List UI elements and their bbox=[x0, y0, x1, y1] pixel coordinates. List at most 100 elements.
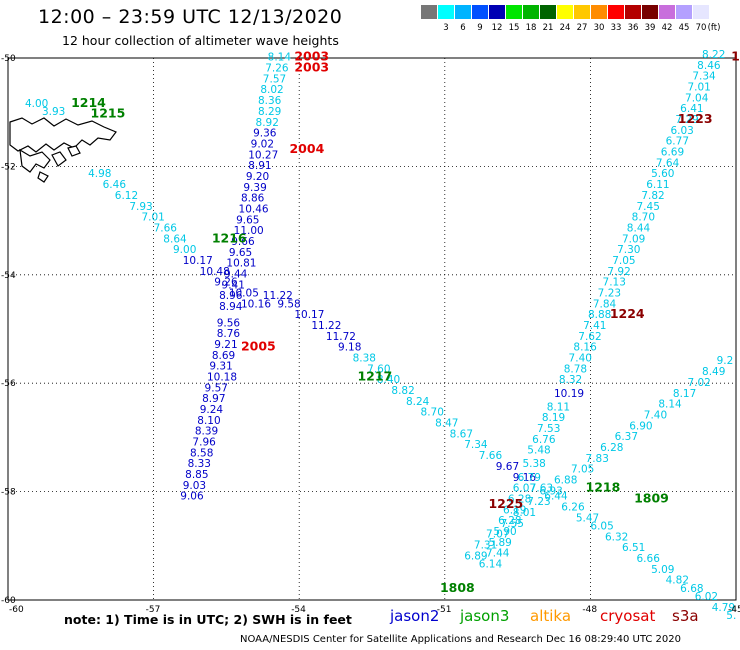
axis-ticks: -50 -52 -54 -56 -58 -60 -57 -54 -51 -48 -45 -60 bbox=[1, 54, 740, 615]
wave-height-value: 4.00 bbox=[25, 98, 48, 110]
color-scale-label: 70 bbox=[695, 23, 707, 33]
pass-time-label: 1225 bbox=[488, 496, 523, 511]
color-scale-label: 9 bbox=[477, 23, 483, 33]
wave-height-value: 8.58 bbox=[190, 447, 213, 459]
wave-height-value: 6.28 bbox=[600, 442, 623, 454]
wave-height-value: 8.94 bbox=[219, 301, 243, 313]
pass-time-label: 1217 bbox=[357, 368, 392, 383]
wave-height-value: 3.93 bbox=[42, 106, 65, 118]
wave-height-value: 9.65 bbox=[236, 214, 259, 226]
lon-tick-label: -45 bbox=[728, 605, 740, 615]
island-shape bbox=[9, 117, 117, 153]
color-scale-swatch bbox=[574, 5, 590, 19]
wave-height-value: 8.86 bbox=[241, 193, 265, 205]
wave-height-value: 6.88 bbox=[554, 474, 577, 486]
lon-tick-label: -54 bbox=[291, 605, 306, 615]
wave-height-value: 11.22 bbox=[311, 320, 341, 332]
wave-height-value: 5.89 bbox=[488, 537, 511, 549]
wave-height-value: 7.01 bbox=[141, 212, 164, 224]
wave-height-value: 7.40 bbox=[644, 409, 667, 421]
lon-tick-label: -48 bbox=[582, 605, 597, 615]
wave-height-value: 7.34 bbox=[692, 71, 716, 83]
wave-height-value: 8.82 bbox=[391, 385, 414, 397]
pass-time-label: 12 bbox=[731, 49, 740, 64]
wave-height-value: 8.91 bbox=[248, 160, 271, 172]
wave-height-value: 9.24 bbox=[200, 404, 224, 416]
wave-height-value: 6.03 bbox=[670, 125, 693, 137]
falkland-islands-coastline bbox=[9, 117, 117, 183]
wave-height-value: 8.22 bbox=[702, 49, 725, 61]
wave-height-value: 7.45 bbox=[637, 201, 660, 213]
wave-height-value: 6.90 bbox=[629, 420, 652, 432]
wave-height-value: 10.18 bbox=[207, 371, 237, 383]
wave-height-value: 6.07 bbox=[513, 483, 536, 495]
color-scale-label: 42 bbox=[661, 23, 673, 33]
wave-height-value: 7.41 bbox=[583, 320, 606, 332]
wave-height-value: 9.44 bbox=[224, 269, 248, 281]
wave-height-value: 6.79 bbox=[518, 472, 541, 484]
wave-height-value: 8.14 bbox=[658, 399, 682, 411]
wave-height-value: 8.70 bbox=[421, 407, 444, 419]
wave-height-value: 9.67 bbox=[496, 461, 519, 473]
color-scale-swatch bbox=[659, 5, 675, 19]
color-scale-label: 33 bbox=[610, 23, 622, 33]
color-scale-swatch bbox=[421, 5, 437, 19]
wave-height-value: 8.38 bbox=[353, 353, 376, 365]
pass-time-label: 1223 bbox=[678, 111, 713, 126]
color-scale-swatch bbox=[523, 5, 539, 19]
wave-height-value: 7.07 bbox=[486, 529, 509, 541]
wave-height-value: 10.17 bbox=[183, 255, 213, 267]
wave-height-value: 5. bbox=[726, 610, 736, 622]
color-scale-label: 36 bbox=[627, 23, 639, 33]
wave-height-value: 8.14 bbox=[268, 52, 292, 64]
wave-height-value: 10.27 bbox=[248, 149, 278, 161]
wave-height-value: 4.98 bbox=[88, 168, 111, 180]
wave-height-value: 6.32 bbox=[605, 531, 628, 543]
wave-height-value: 11.72 bbox=[326, 331, 356, 343]
wave-height-value: 8.92 bbox=[256, 117, 279, 129]
lat-tick-label: -58 bbox=[1, 488, 16, 498]
wave-height-value: 7.23 bbox=[598, 287, 621, 299]
color-scale-label: 3 bbox=[443, 23, 449, 33]
wave-height-value: 6.93 bbox=[539, 485, 562, 497]
satellite-legend-item: altika bbox=[530, 607, 572, 625]
wave-height-value: 9.06 bbox=[180, 491, 204, 503]
wave-height-value: 7.96 bbox=[192, 437, 216, 449]
color-scale-swatch bbox=[625, 5, 641, 19]
wave-height-value: 7.60 bbox=[367, 363, 390, 375]
wave-height-value: 8.97 bbox=[202, 393, 225, 405]
island-shape bbox=[67, 145, 81, 157]
wave-height-value: 7.57 bbox=[263, 73, 286, 85]
wave-height-value: 7.93 bbox=[129, 201, 152, 213]
wave-height-value: 7.29 bbox=[675, 114, 698, 126]
wave-height-value: 10.16 bbox=[241, 298, 271, 310]
map-footer: NOAA/NESDIS Center for Satellite Applica… bbox=[240, 634, 682, 645]
wave-height-value: 7.44 bbox=[486, 548, 510, 560]
wave-height-value: 4.79 bbox=[712, 602, 735, 614]
color-scale-label: 30 bbox=[593, 23, 605, 33]
wave-height-value: 9.39 bbox=[243, 182, 266, 194]
wave-height-value: 7.84 bbox=[593, 298, 617, 310]
wave-height-value: 8.02 bbox=[260, 84, 283, 96]
wave-height-value: 9.41 bbox=[222, 279, 245, 291]
wave-height-value: 6.02 bbox=[695, 591, 718, 603]
pass-time-label: 1218 bbox=[586, 480, 621, 495]
island-shape bbox=[19, 148, 51, 173]
pass-time-label: 1214 bbox=[71, 95, 106, 110]
wave-height-value: 4.82 bbox=[666, 575, 689, 587]
wave-height-value: 8.33 bbox=[188, 458, 211, 470]
corner-tick-label: -60 bbox=[9, 605, 24, 615]
wave-height-value: 7.40 bbox=[569, 353, 592, 365]
pass-time-label: 1216 bbox=[212, 230, 247, 245]
wave-height-value: 8.67 bbox=[450, 428, 473, 440]
color-scale-label: 12 bbox=[491, 23, 503, 33]
lat-tick-label: -54 bbox=[1, 271, 16, 281]
wave-height-value: 5.47 bbox=[576, 512, 599, 524]
wave-height-value: 6.69 bbox=[661, 147, 684, 159]
map-subtitle: 12 hour collection of altimeter wave hei… bbox=[62, 33, 339, 48]
color-scale-label: 27 bbox=[576, 23, 588, 33]
wave-height-value: 7.30 bbox=[617, 244, 640, 256]
wave-height-value: 8.40 bbox=[377, 374, 400, 386]
color-scale-swatch bbox=[506, 5, 522, 19]
